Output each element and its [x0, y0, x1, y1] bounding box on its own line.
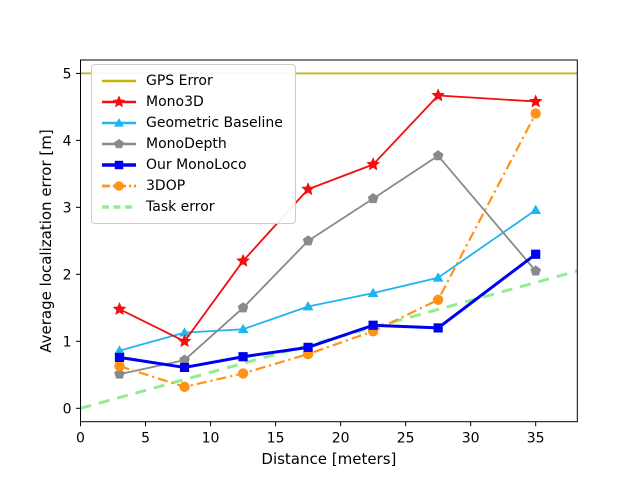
marker-geometric-baseline [179, 327, 190, 337]
legend-swatch-geometric-baseline [102, 118, 136, 127]
y-axis-label: Average localization error [m] [37, 129, 55, 352]
marker-geometric-baseline [530, 204, 542, 214]
y-tick-label: 0 [63, 401, 72, 417]
marker-our-monoloco [179, 362, 190, 373]
marker-monodepth [114, 368, 125, 379]
legend-swatch-3dop [102, 181, 136, 191]
marker-3dop [114, 360, 125, 372]
y-tick-label: 2 [63, 267, 72, 283]
legend-item-3dop: 3DOP [101, 176, 283, 196]
legend-item-our-monoloco: Our MonoLoco [101, 155, 283, 175]
legend-swatch-gps-error [102, 79, 136, 83]
x-tick-label: 5 [141, 431, 150, 447]
marker-mono3d [236, 253, 250, 267]
legend-item-task-error: Task error [101, 197, 283, 217]
legend-label: GPS Error [146, 73, 213, 89]
legend-item-monodepth: MonoDepth [101, 134, 283, 154]
marker-mono3d [112, 301, 127, 315]
marker-mono3d [431, 88, 445, 102]
marker-3dop [179, 381, 190, 393]
legend-swatch-our-monoloco [102, 160, 136, 170]
marker-mono3d [366, 157, 380, 171]
marker-monodepth [237, 302, 249, 313]
marker-mono3d [528, 94, 543, 108]
plot-area: 0 5 10 15 20 25 30 35 0 1 2 3 4 5 [63, 59, 578, 447]
legend-swatch-task-error [102, 205, 136, 209]
y-tick-label: 3 [63, 200, 72, 216]
marker-monodepth [367, 193, 379, 204]
legend: GPS Error Mono3D Geometric Baseline MonoDep… [91, 64, 296, 224]
legend-label: Geometric Baseline [146, 115, 283, 131]
marker-3dop [237, 368, 249, 379]
marker-geometric-baseline [114, 345, 125, 355]
legend-marker-our-monoloco [114, 160, 124, 170]
legend-swatch-monodepth [102, 138, 136, 149]
legend-item-geometric-baseline: Geometric Baseline [101, 113, 283, 133]
y-tick-label: 5 [63, 66, 72, 82]
x-tick-label: 30 [462, 431, 480, 447]
marker-geometric-baseline [367, 287, 379, 297]
marker-our-monoloco [531, 249, 541, 259]
legend-item-mono3d: Mono3D [101, 92, 283, 112]
marker-3dop [432, 294, 444, 305]
marker-monodepth [179, 354, 190, 365]
marker-our-monoloco [303, 342, 313, 352]
y-tick-label: 1 [63, 334, 72, 350]
legend-marker-3dop [114, 181, 124, 191]
x-tick-label: 25 [397, 431, 415, 447]
marker-monodepth [302, 235, 314, 246]
marker-3dop [530, 108, 541, 119]
marker-our-monoloco [114, 352, 125, 362]
legend-marker-geometric-baseline [114, 118, 124, 127]
marker-geometric-baseline [432, 272, 444, 282]
marker-our-monoloco [368, 320, 378, 330]
marker-mono3d [301, 182, 315, 196]
axes-box [80, 59, 578, 423]
x-axis-label: Distance [meters] [261, 450, 396, 468]
marker-our-monoloco [238, 352, 248, 362]
legend-swatch-mono3d [102, 95, 136, 108]
marker-mono3d [177, 334, 192, 348]
x-tick-label: 0 [76, 431, 85, 447]
y-tick-label: 4 [63, 133, 72, 149]
legend-label: 3DOP [146, 178, 186, 194]
legend-label: Our MonoLoco [146, 157, 247, 173]
legend-marker-monodepth [114, 138, 124, 149]
legend-marker-mono3d [112, 95, 126, 108]
legend-label: MonoDepth [146, 136, 227, 152]
series-line-geometric-baseline [119, 209, 537, 352]
marker-monodepth [530, 265, 542, 276]
marker-geometric-baseline [302, 301, 314, 311]
x-tick-label: 15 [267, 431, 285, 447]
marker-monodepth [432, 150, 444, 161]
x-tick-label: 35 [527, 431, 545, 447]
legend-item-gps-error: GPS Error [101, 71, 283, 91]
marker-our-monoloco [433, 323, 443, 333]
x-tick-label: 10 [202, 431, 220, 447]
series-line-our-monoloco [119, 253, 537, 369]
marker-geometric-baseline [237, 323, 249, 334]
x-tick-label: 20 [332, 431, 350, 447]
legend-label: Mono3D [146, 94, 204, 110]
legend-label: Task error [146, 199, 215, 215]
